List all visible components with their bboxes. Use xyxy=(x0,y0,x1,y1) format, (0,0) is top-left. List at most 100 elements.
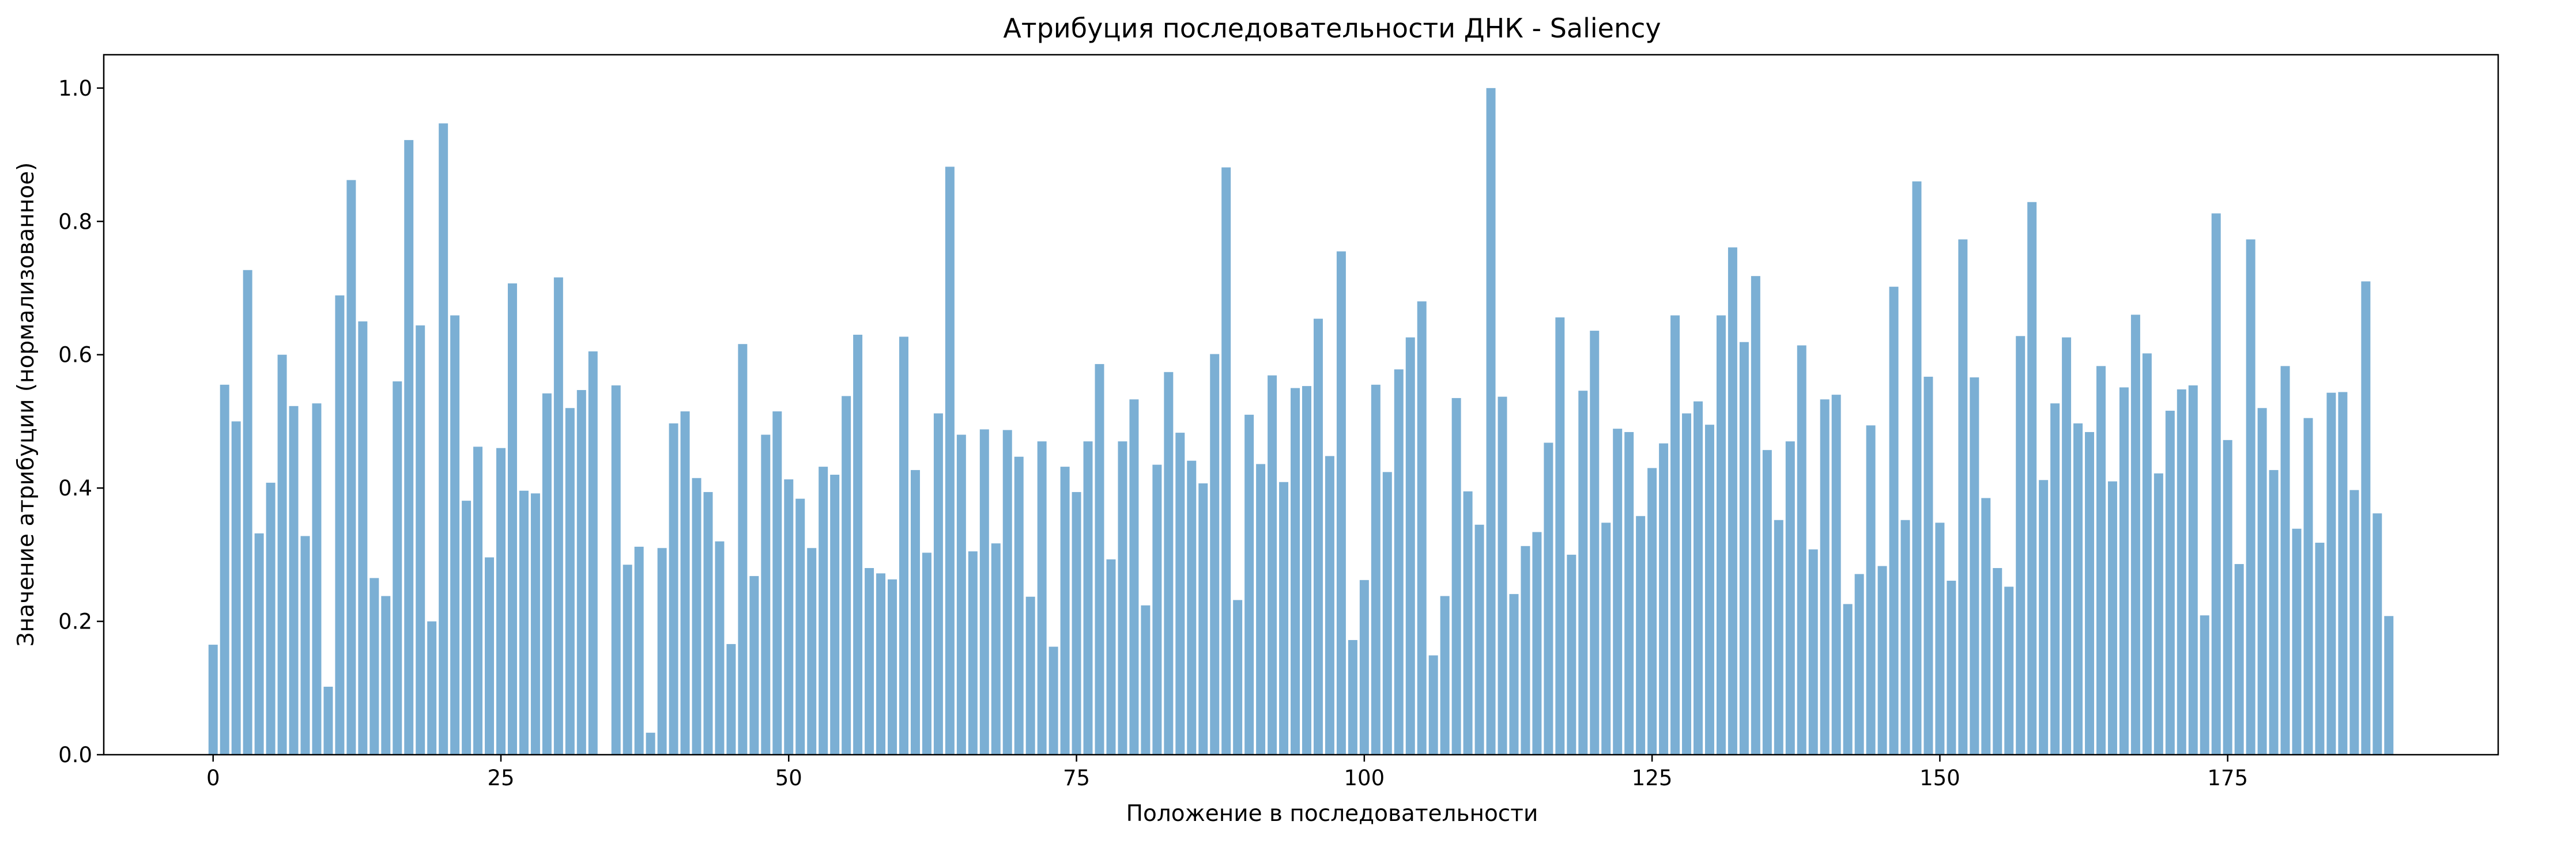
bar-10 xyxy=(323,686,333,755)
y-tick-label: 0.6 xyxy=(58,343,92,368)
bar-26 xyxy=(507,283,517,755)
bar-93 xyxy=(1279,482,1289,755)
x-tick-label: 175 xyxy=(2207,766,2248,790)
bar-185 xyxy=(2338,392,2348,755)
bar-161 xyxy=(2062,337,2072,755)
y-tick-label: 0.8 xyxy=(58,209,92,234)
bar-25 xyxy=(496,448,506,755)
bar-15 xyxy=(381,596,391,755)
bar-171 xyxy=(2177,389,2186,755)
bar-100 xyxy=(1359,580,1369,755)
bar-85 xyxy=(1187,460,1197,755)
bar-128 xyxy=(1682,413,1692,755)
bar-169 xyxy=(2153,473,2163,755)
bar-1 xyxy=(220,384,229,755)
bar-37 xyxy=(634,546,644,755)
bar-181 xyxy=(2292,528,2302,755)
bar-154 xyxy=(1981,498,1991,755)
bar-23 xyxy=(473,446,483,755)
bar-7 xyxy=(289,406,299,755)
x-tick-label: 150 xyxy=(1919,766,1960,790)
x-tick-label: 25 xyxy=(487,766,514,790)
bar-91 xyxy=(1256,464,1266,755)
bar-149 xyxy=(1923,376,1933,755)
bar-125 xyxy=(1647,468,1657,755)
bar-142 xyxy=(1843,604,1853,755)
bar-97 xyxy=(1325,456,1334,755)
bar-66 xyxy=(968,551,978,755)
bar-22 xyxy=(462,501,472,755)
bar-117 xyxy=(1555,317,1565,755)
bar-8 xyxy=(300,536,310,755)
bar-52 xyxy=(807,548,817,755)
bar-70 xyxy=(1014,456,1024,755)
bar-65 xyxy=(956,434,966,755)
bar-69 xyxy=(1002,430,1012,755)
bar-31 xyxy=(565,408,575,755)
bar-143 xyxy=(1854,574,1864,755)
bar-109 xyxy=(1463,491,1473,755)
bar-62 xyxy=(922,552,931,755)
x-tick-label: 100 xyxy=(1344,766,1385,790)
y-tick-label: 0.4 xyxy=(58,476,92,501)
bar-121 xyxy=(1601,523,1611,755)
bar-50 xyxy=(784,479,794,755)
bar-116 xyxy=(1544,442,1553,755)
bar-173 xyxy=(2200,615,2209,755)
x-axis: 0 25 50 75 100 125 150 175 xyxy=(206,755,2248,790)
bars-group xyxy=(208,88,2394,755)
x-tick-label: 0 xyxy=(206,766,220,790)
bar-120 xyxy=(1590,331,1600,755)
bar-111 xyxy=(1486,88,1496,755)
bar-140 xyxy=(1820,399,1830,755)
bar-36 xyxy=(623,565,632,755)
bar-148 xyxy=(1912,181,1922,755)
bar-106 xyxy=(1428,655,1438,755)
bar-38 xyxy=(646,732,655,755)
bar-147 xyxy=(1900,520,1910,755)
bar-43 xyxy=(703,492,713,755)
chart-title: Атрибуция последовательности ДНК - Salie… xyxy=(1003,13,1661,44)
bar-73 xyxy=(1048,646,1058,755)
bar-165 xyxy=(2107,481,2117,755)
bar-35 xyxy=(611,385,621,755)
bar-18 xyxy=(416,325,425,755)
bar-6 xyxy=(277,354,287,755)
bar-187 xyxy=(2361,281,2371,755)
bar-92 xyxy=(1268,375,1277,755)
bar-72 xyxy=(1037,441,1047,755)
bar-51 xyxy=(795,498,805,755)
bar-81 xyxy=(1141,605,1151,755)
bar-152 xyxy=(1958,239,1968,755)
bar-167 xyxy=(2130,315,2140,755)
bar-135 xyxy=(1762,450,1772,755)
bar-184 xyxy=(2326,392,2336,755)
x-tick-label: 75 xyxy=(1063,766,1090,790)
bar-42 xyxy=(692,478,701,755)
bar-90 xyxy=(1244,414,1254,755)
bar-170 xyxy=(2165,410,2175,755)
bar-77 xyxy=(1095,364,1104,755)
bar-122 xyxy=(1613,429,1623,755)
bar-68 xyxy=(991,543,1001,755)
bar-78 xyxy=(1106,559,1116,755)
bar-123 xyxy=(1624,432,1634,755)
y-tick-label: 1.0 xyxy=(58,76,92,101)
bar-57 xyxy=(865,568,874,755)
x-tick-label: 125 xyxy=(1632,766,1673,790)
bar-186 xyxy=(2349,490,2359,755)
bar-153 xyxy=(1970,377,1979,755)
bar-20 xyxy=(439,123,448,755)
bar-82 xyxy=(1152,464,1162,755)
bar-160 xyxy=(2050,403,2060,755)
bar-115 xyxy=(1532,532,1542,755)
bar-155 xyxy=(1993,568,2002,755)
bar-189 xyxy=(2384,616,2394,755)
bar-54 xyxy=(830,475,840,755)
bar-5 xyxy=(266,482,276,755)
bar-151 xyxy=(1947,580,1956,755)
bar-88 xyxy=(1221,167,1231,755)
bar-63 xyxy=(933,413,943,755)
bar-96 xyxy=(1313,319,1323,755)
bar-2 xyxy=(231,421,241,755)
